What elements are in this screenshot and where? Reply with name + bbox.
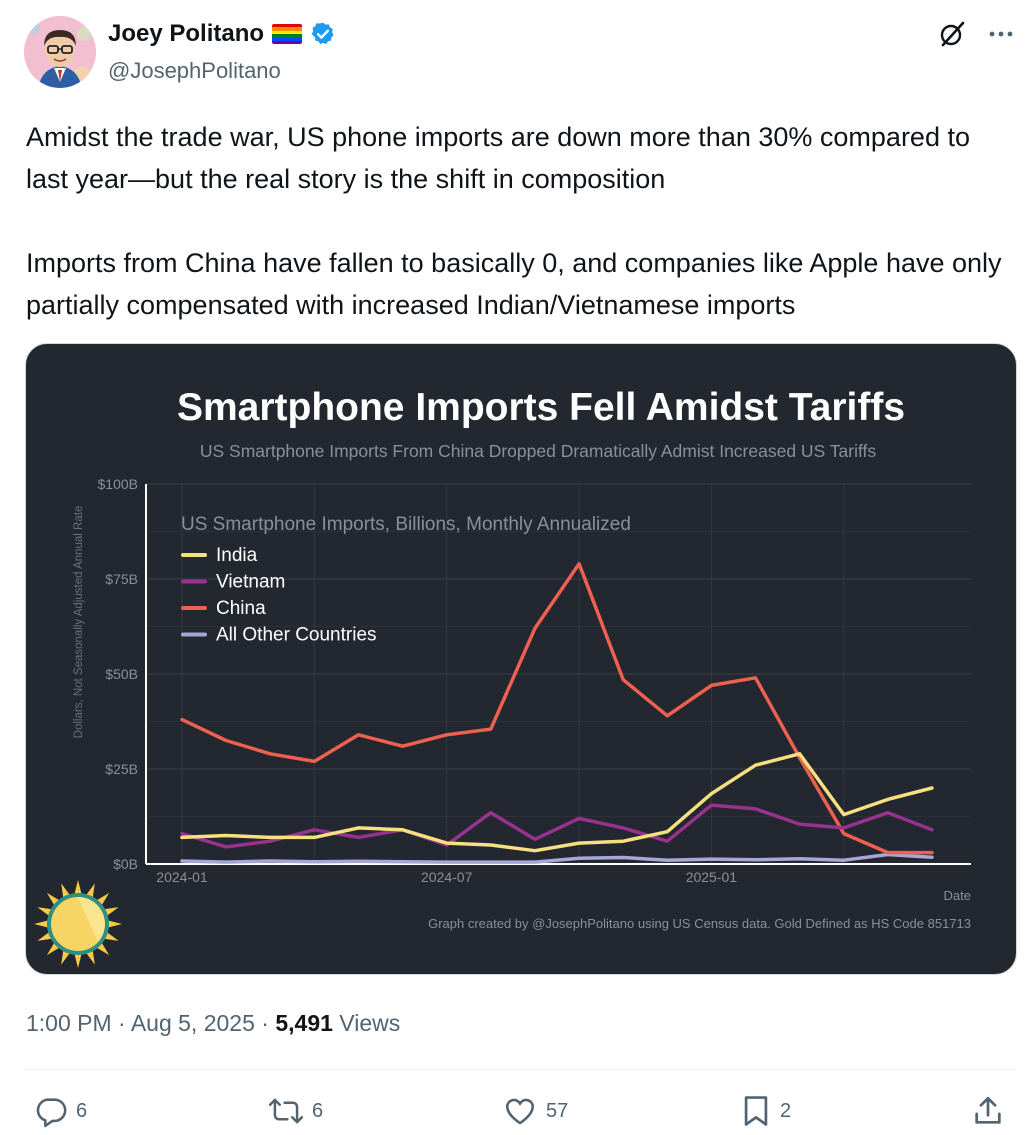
- sun-ray: [34, 920, 49, 928]
- series-line-china: [180, 562, 934, 855]
- sun-ray: [86, 883, 95, 898]
- divider: [24, 1069, 1016, 1070]
- heart-icon: [505, 1098, 535, 1125]
- chart-title: Smartphone Imports Fell Amidst Tariffs: [177, 386, 905, 429]
- bookmark-icon: [744, 1096, 768, 1126]
- x-tick-label: 2024-07: [421, 869, 473, 885]
- reply-button[interactable]: 6: [34, 1094, 87, 1128]
- author-handle[interactable]: @JosephPolitano: [108, 58, 281, 83]
- author-name-row: Joey Politano: [108, 20, 336, 48]
- legend-label: All Other Countries: [216, 625, 377, 646]
- sun-ray: [86, 950, 95, 965]
- y-axis-label: Dollars, Not Seasonally Adjusted Annual …: [73, 506, 85, 739]
- y-tick-label: $100B: [98, 476, 138, 492]
- action-bar: 6 6 57 2: [0, 1090, 1032, 1134]
- sun-ray: [37, 907, 52, 916]
- bookmark-count: 2: [780, 1099, 792, 1122]
- y-tick-label: $25B: [105, 761, 138, 777]
- share-button[interactable]: [972, 1094, 1004, 1128]
- y-tick-label: $50B: [105, 666, 138, 682]
- bookmark-button[interactable]: 2: [740, 1094, 791, 1128]
- x-tick-label: 2024-01: [156, 869, 208, 885]
- chart-subtitle: US Smartphone Imports From China Dropped…: [200, 441, 877, 461]
- pride-flag-icon: [272, 24, 303, 44]
- inner-title: US Smartphone Imports, Billions, Monthly…: [181, 514, 631, 535]
- chart-caption: Graph created by @JosephPolitano using U…: [428, 916, 971, 931]
- grok-icon[interactable]: [938, 20, 966, 48]
- repost-count: 6: [312, 1099, 324, 1122]
- more-icon[interactable]: [988, 21, 1014, 47]
- tweet-meta: 1:00 PM · Aug 5, 2025 · 5,491 Views: [26, 1010, 401, 1036]
- like-button[interactable]: 57: [502, 1094, 568, 1128]
- legend-label: China: [216, 598, 266, 619]
- author-name[interactable]: Joey Politano: [108, 20, 265, 47]
- tweet-time[interactable]: 1:00 PM: [26, 1010, 112, 1036]
- tweet-paragraph-2: Imports from China have fallen to basica…: [26, 248, 1002, 320]
- repost-icon: [268, 1098, 304, 1124]
- tweet-paragraph-1: Amidst the trade war, US phone imports a…: [26, 122, 970, 194]
- views-count: 5,491: [275, 1010, 333, 1036]
- sun-ray: [37, 932, 52, 941]
- x-axis-label: Date: [944, 888, 971, 903]
- header-actions: [938, 20, 1014, 48]
- verified-badge-icon: [311, 22, 334, 44]
- sun-ray: [61, 950, 70, 965]
- y-tick-label: $0B: [113, 856, 138, 872]
- sun-ray: [104, 907, 119, 916]
- line-chart: Smartphone Imports Fell Amidst Tariffs U…: [34, 386, 971, 968]
- sun-ray: [74, 880, 82, 895]
- legend-label: India: [216, 545, 258, 566]
- tweet-date[interactable]: Aug 5, 2025: [130, 1010, 255, 1036]
- reply-icon: [36, 1098, 67, 1128]
- legend-label: Vietnam: [216, 572, 285, 593]
- series-line-vietnam: [180, 803, 934, 849]
- sun-logo-icon: [34, 880, 122, 968]
- share-icon: [975, 1096, 1001, 1124]
- sun-ray: [61, 883, 70, 898]
- sun-ray: [104, 932, 119, 941]
- y-tick-label: $75B: [105, 571, 138, 587]
- avatar[interactable]: [24, 16, 96, 88]
- reply-count: 6: [76, 1099, 88, 1122]
- sun-ray: [107, 920, 122, 928]
- x-tick-label: 2025-01: [686, 869, 738, 885]
- tweet-text: Amidst the trade war, US phone imports a…: [26, 116, 1016, 326]
- repost-button[interactable]: 6: [268, 1094, 323, 1128]
- series-line-all-other-countries: [180, 852, 934, 864]
- like-count: 57: [546, 1099, 569, 1122]
- series-line-india: [180, 752, 934, 853]
- views-label: Views: [339, 1010, 401, 1036]
- chart-image[interactable]: Smartphone Imports Fell Amidst Tariffs U…: [25, 343, 1017, 975]
- sun-ray: [74, 953, 82, 968]
